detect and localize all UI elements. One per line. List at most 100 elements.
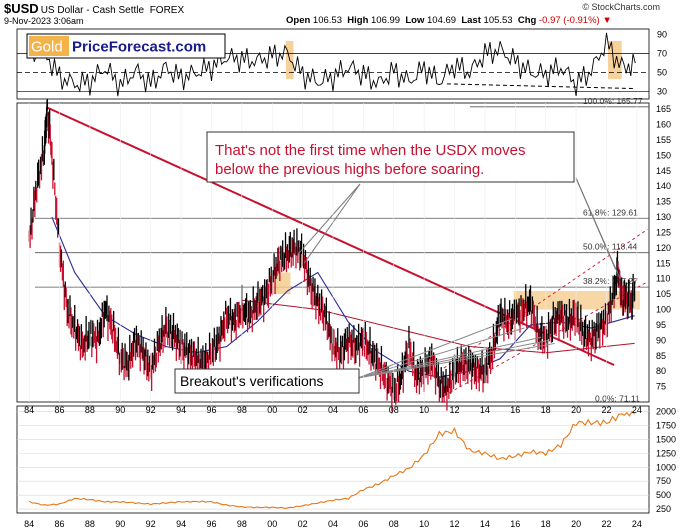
lower-tick-label: 1000 bbox=[656, 462, 676, 472]
svg-text:Breakout's verifications: Breakout's verifications bbox=[180, 373, 324, 389]
price-tick-label: 90 bbox=[656, 335, 666, 345]
price-tick-label: 125 bbox=[656, 227, 671, 237]
chart-header: $USD US Dollar - Cash Settle FOREX 9-Nov-… bbox=[0, 0, 700, 28]
rsi-highlight-1 bbox=[607, 41, 622, 79]
rsi-panel-frame bbox=[16, 28, 650, 100]
x-tick-label: 16 bbox=[510, 405, 520, 415]
x-tick-label: 88 bbox=[85, 405, 95, 415]
symbol-title: $USD US Dollar - Cash Settle FOREX bbox=[4, 1, 185, 16]
price-tick-label: 140 bbox=[656, 181, 671, 191]
lower-tick-label: 500 bbox=[656, 490, 671, 500]
x-tick-label: 96 bbox=[206, 405, 216, 415]
x-tick-label: 92 bbox=[146, 405, 156, 415]
x-tick-label: 10 bbox=[419, 405, 429, 415]
x-tick-label: 98 bbox=[237, 519, 247, 529]
x-tick-label: 94 bbox=[176, 405, 186, 415]
x-tick-label: 96 bbox=[206, 519, 216, 529]
x-tick-label: 24 bbox=[632, 519, 642, 529]
callout-line bbox=[297, 183, 361, 255]
x-tick-label: 12 bbox=[450, 405, 460, 415]
callout-line bbox=[303, 183, 361, 264]
svg-text:Gold: Gold bbox=[31, 39, 63, 56]
lower-tick-label: 1250 bbox=[656, 448, 676, 458]
x-tick-label: 24 bbox=[632, 405, 642, 415]
price-tick-label: 150 bbox=[656, 150, 671, 160]
price-tick-label: 160 bbox=[656, 120, 671, 130]
x-tick-label: 04 bbox=[328, 519, 338, 529]
lower-tick-label: 1500 bbox=[656, 434, 676, 444]
price-tick-label: 120 bbox=[656, 243, 671, 253]
rsi-trendline bbox=[446, 83, 636, 90]
svg-text:That's not the first time when: That's not the first time when the USDX … bbox=[215, 142, 526, 159]
x-tick-label: 00 bbox=[267, 519, 277, 529]
lower-tick-label: 2000 bbox=[656, 407, 676, 417]
x-tick-label: 16 bbox=[510, 519, 520, 529]
price-tick-label: 110 bbox=[656, 274, 670, 284]
price-tick-label: 155 bbox=[656, 135, 671, 145]
breakout-callout bbox=[357, 318, 513, 379]
channel-upper bbox=[443, 229, 648, 369]
x-tick-label: 92 bbox=[146, 519, 156, 529]
x-tick-label: 10 bbox=[419, 519, 429, 529]
x-tick-label: 20 bbox=[571, 405, 581, 415]
x-tick-label: 14 bbox=[480, 519, 490, 529]
price-tick-label: 75 bbox=[656, 382, 666, 392]
lower-tick-label: 750 bbox=[656, 476, 671, 486]
x-tick-label: 04 bbox=[328, 405, 338, 415]
x-tick-label: 06 bbox=[358, 519, 368, 529]
lower-tick-label: 1750 bbox=[656, 421, 676, 431]
x-tick-label: 86 bbox=[55, 519, 65, 529]
gold-line bbox=[28, 410, 635, 509]
lower-tick-label: 250 bbox=[656, 504, 671, 514]
x-tick-label: 84 bbox=[24, 519, 34, 529]
x-tick-label: 02 bbox=[298, 405, 308, 415]
price-tick-label: 135 bbox=[656, 197, 671, 207]
svg-text:below the previous highs befor: below the previous highs before soaring. bbox=[215, 161, 484, 178]
x-tick-label: 12 bbox=[450, 519, 460, 529]
svg-text:PriceForecast.com: PriceForecast.com bbox=[72, 39, 206, 56]
x-tick-label: 86 bbox=[55, 405, 65, 415]
x-tick-label: 94 bbox=[176, 519, 186, 529]
x-tick-label: 88 bbox=[85, 519, 95, 529]
rsi-tick-label: 90 bbox=[657, 30, 667, 40]
fib-label: 50.0%: 118.44 bbox=[583, 242, 637, 252]
x-tick-label: 08 bbox=[389, 405, 399, 415]
price-tick-label: 80 bbox=[656, 366, 666, 376]
x-tick-label: 90 bbox=[115, 405, 125, 415]
x-tick-label: 18 bbox=[541, 519, 551, 529]
x-tick-label: 20 bbox=[571, 519, 581, 529]
lower-panel: 250 500 750 1000 1250 1500 1750 2000 bbox=[17, 407, 676, 514]
x-tick-label: 06 bbox=[358, 405, 368, 415]
fib-label: 0.0%: 71.11 bbox=[595, 394, 640, 404]
breakout-callout bbox=[357, 327, 525, 379]
x-tick-label: 84 bbox=[24, 405, 34, 415]
rsi-line bbox=[28, 32, 636, 97]
fib-label: 61.8%: 129.61 bbox=[583, 207, 638, 217]
price-tick-label: 100 bbox=[656, 305, 671, 315]
ma-long bbox=[241, 299, 635, 354]
x-tick-label: 14 bbox=[480, 405, 490, 415]
x-tick-label: 22 bbox=[601, 405, 611, 415]
rsi-tick-label: 30 bbox=[657, 86, 667, 96]
lower-panel-frame bbox=[16, 405, 650, 514]
breakout-callout bbox=[357, 336, 542, 379]
x-tick-label: 02 bbox=[298, 519, 308, 529]
price-tick-label: 165 bbox=[656, 104, 671, 114]
fib-label: 100.0%: 165.77 bbox=[583, 96, 643, 106]
price-tick-label: 85 bbox=[656, 351, 666, 361]
x-tick-label: 18 bbox=[541, 405, 551, 415]
x-axis: 84 84 86 86 88 88 90 90 92 92 94 94 96 96 98 98 00 00 02 02… bbox=[24, 103, 642, 529]
x-tick-label: 08 bbox=[389, 519, 399, 529]
x-tick-label: 98 bbox=[237, 405, 247, 415]
price-tick-label: 130 bbox=[656, 212, 671, 222]
main-annotation: That's not the first time when the USDX … bbox=[206, 131, 575, 183]
goldpriceforecast-logo: Gold PriceForecast.com bbox=[26, 33, 226, 59]
breakout-callout bbox=[357, 342, 555, 379]
fib-label: 38.2%: 107.27 bbox=[583, 276, 638, 286]
rsi-tick-label: 50 bbox=[657, 68, 667, 78]
chart-date: 9-Nov-2023 3:06am bbox=[4, 16, 84, 26]
ohlc-readout: Open 106.53 High 106.99 Low 104.69 Last … bbox=[286, 15, 612, 26]
callout-line bbox=[575, 177, 621, 279]
x-tick-label: 90 bbox=[115, 519, 125, 529]
